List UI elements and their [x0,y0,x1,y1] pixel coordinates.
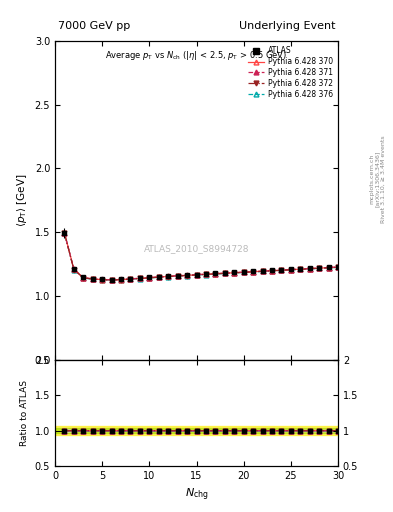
Y-axis label: $\langle p_{\mathrm{T}} \rangle$ [GeV]: $\langle p_{\mathrm{T}} \rangle$ [GeV] [15,174,29,227]
Y-axis label: Ratio to ATLAS: Ratio to ATLAS [20,380,29,446]
Text: 7000 GeV pp: 7000 GeV pp [58,22,130,31]
Bar [55,428,338,433]
Text: ATLAS_2010_S8994728: ATLAS_2010_S8994728 [144,244,249,252]
Text: Underlying Event: Underlying Event [239,22,335,31]
Text: Average $p_\mathrm{T}$ vs $N_\mathrm{ch}$ ($|\eta|$ < 2.5, $p_\mathrm{T}$ > 0.5 : Average $p_\mathrm{T}$ vs $N_\mathrm{ch}… [105,49,288,62]
Bar [55,425,338,436]
X-axis label: $N_\mathrm{chg}$: $N_\mathrm{chg}$ [185,486,208,503]
Legend: ATLAS, Pythia 6.428 370, Pythia 6.428 371, Pythia 6.428 372, Pythia 6.428 376: ATLAS, Pythia 6.428 370, Pythia 6.428 37… [246,45,334,100]
Text: Rivet 3.1.10, ≥ 3.4M events: Rivet 3.1.10, ≥ 3.4M events [381,135,386,223]
Text: mcplots.cern.ch: mcplots.cern.ch [369,154,374,204]
Text: [arXiv:1306.3436]: [arXiv:1306.3436] [375,151,380,207]
